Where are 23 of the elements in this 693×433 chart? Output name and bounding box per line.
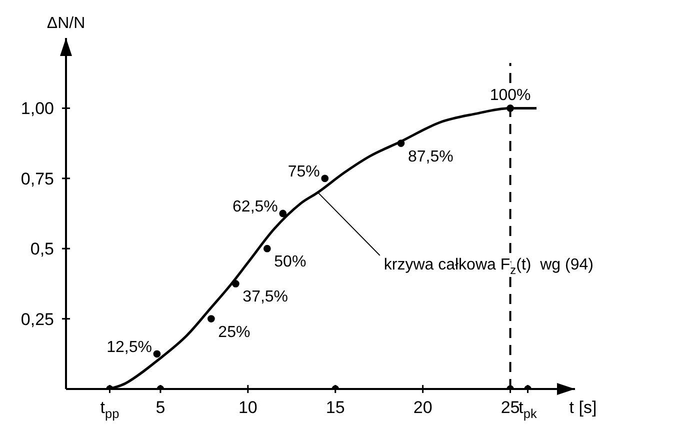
- data-label: 12,5%: [106, 338, 152, 356]
- x-tick-label: 25: [500, 398, 520, 417]
- x-axis-title: t [s]: [569, 398, 597, 417]
- y-tick-label: 0,5: [30, 240, 54, 259]
- point: [279, 210, 287, 218]
- x-tick-label: 5: [156, 398, 166, 417]
- point: [207, 315, 215, 322]
- y-tick-label: 0,75: [20, 169, 54, 188]
- data-label: 62,5%: [232, 198, 278, 216]
- y-tick-label: 1,00: [20, 99, 54, 118]
- y-axis-title: ΔN/N: [46, 15, 86, 32]
- x-tick-label: 15: [326, 398, 345, 417]
- x-tick-label: 20: [413, 398, 432, 417]
- y-tick-label: 0,25: [20, 310, 54, 329]
- data-label: 75%: [288, 163, 320, 180]
- x-tick-label: 10: [238, 398, 258, 417]
- point: [263, 244, 271, 252]
- data-label: 25%: [218, 324, 250, 341]
- data-label: 87,5%: [408, 148, 454, 166]
- data-label: 37,5%: [242, 288, 288, 306]
- point: [321, 174, 329, 182]
- point: [153, 350, 161, 358]
- data-label: 50%: [274, 254, 306, 271]
